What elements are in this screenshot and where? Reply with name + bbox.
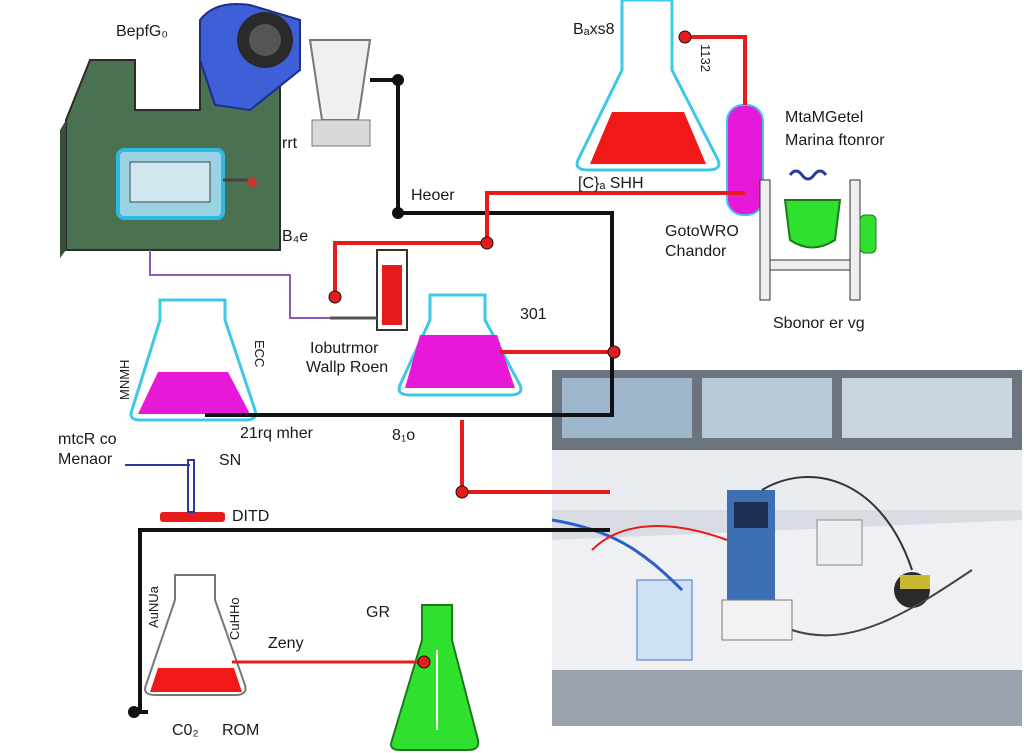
photo-red-wire: [591, 525, 728, 551]
purple-wire: [149, 250, 330, 319]
wire-node: [392, 74, 404, 86]
photo-cable: [791, 569, 973, 637]
label-mtcr-2: Menaor: [58, 451, 113, 468]
label-vert-lower: AuNUa: [146, 586, 161, 628]
sensor-probe: [187, 459, 195, 513]
label-dtd: DITD: [232, 508, 270, 525]
label-301: 301: [520, 306, 547, 323]
photo-window-pane: [702, 378, 832, 438]
wire-node: [480, 236, 494, 250]
label-flask-top: Bₐxs8: [573, 21, 615, 38]
flask-left-liquid: [138, 372, 250, 414]
label-heater: Heoer: [411, 187, 455, 204]
flask-bottom-left: [144, 574, 247, 696]
beaker-icon: [308, 39, 372, 121]
green-knob: [859, 214, 877, 254]
stand-bar: [769, 259, 851, 271]
wire-node: [128, 706, 140, 718]
beaker-stand: [311, 119, 371, 147]
label-co2: C0₂: [172, 722, 199, 739]
green-pot: [783, 199, 842, 249]
label-rrt: rrt: [282, 135, 298, 152]
photo-window-pane: [562, 378, 692, 438]
wire-node: [417, 655, 431, 669]
red-plate: [160, 512, 225, 522]
photo-device-screen: [734, 502, 768, 528]
flask-middle-liquid: [405, 335, 515, 388]
photo-device-base: [721, 599, 793, 641]
photo-pump-label: [900, 575, 930, 589]
label-sn: SN: [219, 452, 242, 469]
stand-leg: [849, 179, 861, 301]
lab-photo: [552, 370, 1022, 726]
wire-node: [455, 485, 469, 499]
red-wire-top: [685, 35, 747, 105]
photo-cable: [761, 476, 913, 571]
label-flask-top-vertical: 1132: [698, 44, 713, 72]
control-panel-display: [129, 161, 211, 203]
wire-node: [678, 30, 692, 44]
photo-tube: [552, 518, 684, 592]
label-go-1: GotoWRO: [665, 223, 739, 240]
label-sigma-c: 8₁o: [392, 427, 416, 444]
label-21rq: 21rq mher: [240, 425, 313, 442]
photo-beaker: [636, 579, 693, 661]
photo-plate: [816, 519, 863, 566]
flask-bottom-left-liquid: [150, 668, 242, 692]
label-metal-1: MtaMGetel: [785, 109, 864, 126]
control-knob: [247, 177, 257, 187]
lab-photo-art: [552, 370, 1022, 726]
label-gr: GR: [366, 604, 390, 621]
wire-node: [392, 207, 404, 219]
label-top-left: BepfG₀: [116, 23, 168, 40]
control-unit-side: [60, 120, 66, 258]
label-mtcr-1: mtcR co: [58, 431, 117, 448]
motor-shaft: [249, 24, 281, 56]
coil-icon: [788, 169, 828, 181]
stand-leg: [759, 179, 771, 301]
label-wallp: Wallp Roen: [306, 359, 389, 376]
label-go-2: Chandor: [665, 243, 727, 260]
label-vert-left: MNMH: [117, 359, 132, 400]
photo-bench-front: [552, 670, 1022, 726]
label-zeny: Zeny: [268, 635, 304, 652]
label-b-e: B₄e: [282, 228, 309, 245]
wire-node: [328, 290, 342, 304]
label-vert-lower2: CuHHo: [227, 597, 242, 640]
label-rom: ROM: [222, 722, 260, 739]
label-metal-2: Marina ftonror: [785, 132, 885, 149]
cylinder-liquid: [382, 265, 402, 325]
red-wire-photo: [460, 420, 610, 494]
label-vert-mid: ECC: [252, 340, 267, 368]
black-wire-bottom: [138, 528, 610, 714]
label-sbonor: Sbonor er vg: [773, 315, 865, 332]
test-tube: [726, 104, 764, 216]
label-ccsh: [C}ₐ SHH: [578, 175, 644, 192]
flask-top-liquid: [590, 112, 706, 164]
label-iobutmor: Iobutrmor: [310, 340, 379, 357]
flask-green: [390, 604, 480, 751]
wire-node: [607, 345, 621, 359]
photo-window-pane: [842, 378, 1012, 438]
